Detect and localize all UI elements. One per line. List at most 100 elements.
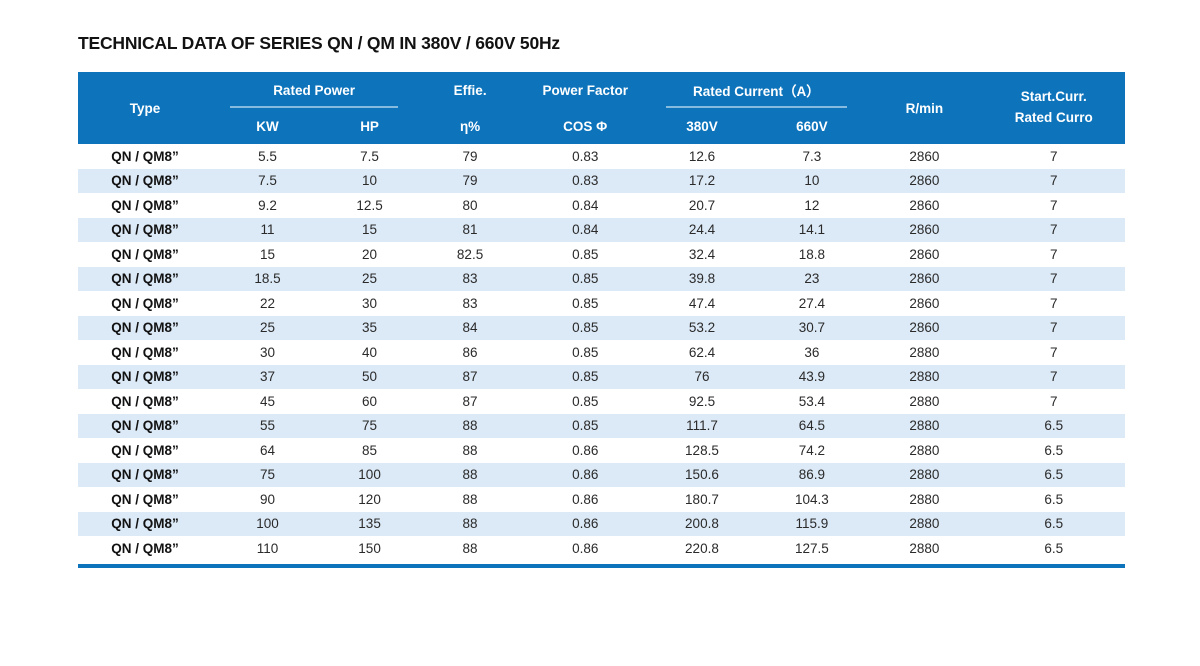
cell-eta: 86 bbox=[462, 344, 478, 360]
cell-a380: 12.6 bbox=[688, 148, 716, 164]
cell-rmin: 2860 bbox=[909, 222, 940, 238]
cell-start: 7 bbox=[1050, 344, 1058, 360]
table-row: QN / QM8” 15 20 82.5 0.85 32.4 18.8 2860 7 bbox=[78, 242, 1125, 267]
col-header-hp: HP bbox=[322, 108, 417, 144]
cell-a660: 7.3 bbox=[802, 148, 822, 164]
cell-a380: 111.7 bbox=[686, 418, 718, 434]
cell-start: 7 bbox=[1050, 295, 1058, 311]
cell-start: 7 bbox=[1050, 393, 1058, 409]
cell-type: QN / QM8” bbox=[111, 295, 179, 311]
cell-start: 7 bbox=[1050, 173, 1058, 189]
table-row: QN / QM8” 25 35 84 0.85 53.2 30.7 2860 7 bbox=[78, 315, 1125, 340]
col-group-rated-power: Rated Power bbox=[212, 72, 417, 108]
cell-a660: 18.8 bbox=[798, 246, 826, 262]
cell-rmin: 2880 bbox=[909, 467, 940, 483]
cell-a660: 36 bbox=[804, 344, 820, 360]
header-divider-line bbox=[666, 106, 847, 108]
cell-kw: 110 bbox=[256, 540, 279, 556]
table-row: QN / QM8” 9.2 12.5 80 0.84 20.7 12 2860 7 bbox=[78, 193, 1125, 218]
cell-hp: 10 bbox=[362, 173, 378, 189]
cell-a660: 43.9 bbox=[798, 369, 826, 385]
table-row: QN / QM8” 22 30 83 0.85 47.4 27.4 2860 7 bbox=[78, 291, 1125, 316]
cell-rmin: 2880 bbox=[909, 344, 940, 360]
cell-start: 6.5 bbox=[1044, 540, 1064, 556]
col-header-type: Type bbox=[78, 72, 213, 144]
cell-start: 6.5 bbox=[1044, 418, 1064, 434]
cell-cos: 0.83 bbox=[572, 148, 599, 164]
cell-hp: 15 bbox=[362, 222, 378, 238]
cell-kw: 18.5 bbox=[254, 271, 281, 287]
cell-start: 7 bbox=[1050, 246, 1058, 262]
col-header-eta: η% bbox=[416, 108, 524, 144]
cell-hp: 7.5 bbox=[360, 148, 379, 164]
cell-a380: 39.8 bbox=[688, 271, 716, 287]
col-header-cos-phi: COS Φ bbox=[523, 108, 647, 144]
cell-cos: 0.86 bbox=[572, 516, 599, 532]
cell-start: 6.5 bbox=[1044, 491, 1064, 507]
cell-cos: 0.86 bbox=[572, 467, 599, 483]
cell-rmin: 2880 bbox=[909, 418, 940, 434]
cell-hp: 25 bbox=[362, 271, 378, 287]
page-title: TECHNICAL DATA OF SERIES QN / QM IN 380V… bbox=[78, 33, 560, 53]
cell-rmin: 2860 bbox=[909, 173, 940, 189]
cell-start: 7 bbox=[1050, 369, 1058, 385]
cell-kw: 22 bbox=[259, 295, 276, 311]
cell-eta: 84 bbox=[462, 320, 478, 336]
cell-kw: 90 bbox=[259, 491, 276, 507]
table-row: QN / QM8” 55 75 88 0.85 111.7 64.5 2880 6.5 bbox=[78, 413, 1125, 438]
cell-rmin: 2860 bbox=[909, 197, 940, 213]
cell-kw: 5.5 bbox=[258, 148, 277, 164]
cell-type: QN / QM8” bbox=[111, 344, 179, 360]
cell-hp: 40 bbox=[362, 344, 378, 360]
cell-kw: 7.5 bbox=[258, 173, 277, 189]
cell-hp: 135 bbox=[358, 516, 381, 532]
cell-hp: 120 bbox=[358, 491, 381, 507]
cell-hp: 60 bbox=[362, 393, 378, 409]
col-group-rated-current-label: Rated Current（A） bbox=[693, 84, 820, 99]
cell-a380: 17.2 bbox=[688, 173, 716, 189]
col-header-380v: 380V bbox=[646, 108, 758, 144]
cell-eta: 82.5 bbox=[456, 246, 484, 262]
cell-eta: 79 bbox=[462, 148, 478, 164]
cell-type: QN / QM8” bbox=[111, 222, 179, 238]
cell-rmin: 2860 bbox=[909, 320, 940, 336]
cell-cos: 0.85 bbox=[572, 418, 599, 434]
cell-eta: 88 bbox=[462, 491, 478, 507]
cell-eta: 88 bbox=[462, 467, 478, 483]
start-current-line1: Start.Curr. bbox=[1020, 89, 1087, 105]
cell-rmin: 2880 bbox=[909, 393, 940, 409]
cell-a660: 74.2 bbox=[798, 442, 826, 458]
cell-a380: 200.8 bbox=[685, 516, 719, 532]
cell-kw: 30 bbox=[259, 344, 276, 360]
cell-hp: 20 bbox=[362, 246, 378, 262]
cell-start: 7 bbox=[1050, 222, 1058, 238]
cell-type: QN / QM8” bbox=[111, 467, 179, 483]
cell-start: 6.5 bbox=[1044, 467, 1064, 483]
col-group-rated-power-label: Rated Power bbox=[273, 82, 355, 98]
cell-kw: 15 bbox=[259, 246, 276, 262]
table-row: QN / QM8” 18.5 25 83 0.85 39.8 23 2860 7 bbox=[78, 266, 1125, 291]
cell-type: QN / QM8” bbox=[111, 246, 179, 262]
col-header-effie: Effie. bbox=[416, 72, 524, 108]
cell-eta: 87 bbox=[462, 369, 478, 385]
cell-cos: 0.85 bbox=[572, 369, 599, 385]
cell-hp: 100 bbox=[358, 467, 381, 483]
cell-a660: 14.1 bbox=[798, 222, 826, 238]
cell-type: QN / QM8” bbox=[111, 540, 179, 556]
cell-type: QN / QM8” bbox=[111, 393, 179, 409]
cell-eta: 83 bbox=[462, 295, 478, 311]
table-row: QN / QM8” 110 150 88 0.86 220.8 127.5 2880 6.5 bbox=[78, 536, 1125, 561]
cell-a380: 220.8 bbox=[685, 540, 719, 556]
cell-a380: 24.4 bbox=[688, 222, 716, 238]
cell-type: QN / QM8” bbox=[111, 418, 179, 434]
cell-rmin: 2860 bbox=[909, 271, 940, 287]
cell-type: QN / QM8” bbox=[111, 148, 179, 164]
table-body: QN / QM8” 5.5 7.5 79 0.83 12.6 7.3 2860 7 QN / QM… bbox=[78, 144, 1125, 561]
cell-rmin: 2860 bbox=[909, 246, 940, 262]
cell-start: 6.5 bbox=[1044, 516, 1064, 532]
cell-rmin: 2860 bbox=[909, 148, 940, 164]
cell-a660: 27.4 bbox=[798, 295, 826, 311]
cell-a660: 104.3 bbox=[794, 491, 829, 507]
cell-start: 7 bbox=[1050, 148, 1058, 164]
cell-rmin: 2860 bbox=[909, 295, 940, 311]
